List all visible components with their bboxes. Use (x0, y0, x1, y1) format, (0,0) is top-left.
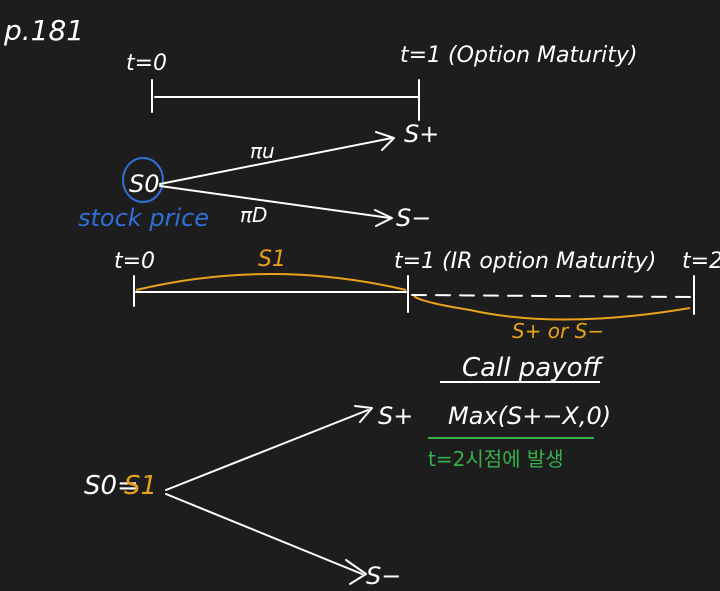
tree1-branches (159, 131, 395, 227)
stock-price-note: stock price (78, 204, 209, 232)
timeline2-t2-label: t=2 (682, 249, 720, 274)
payoff-formula: Max(S+−X,0) (448, 402, 611, 430)
call-payoff-title: Call payoff (462, 353, 605, 383)
tree2-branches (165, 405, 373, 585)
tree1-s-down-label: S− (396, 204, 431, 232)
timeline2-s1-label: S1 (258, 247, 286, 272)
tree1-s-up-label: S+ (404, 120, 439, 148)
timeline1-t1-label: t=1 (Option Maturity) (400, 43, 637, 68)
timeline2-t0-label: t=0 (114, 249, 155, 274)
timeline2-axis (133, 275, 695, 315)
period1-arc (135, 273, 407, 291)
s0-circle (122, 157, 164, 203)
tree2-s-down-label: S− (366, 562, 401, 590)
s-or-label: S+ or S− (512, 319, 604, 343)
pi-down-label: πD (240, 203, 267, 227)
period2-arc (413, 295, 691, 321)
timeline1-axis (151, 79, 420, 121)
tree1-s0-label: S0 (129, 170, 160, 198)
payoff-timing-note: t=2시점에 발생 (428, 447, 564, 471)
page-reference: p.181 (3, 14, 84, 47)
pi-up-label: πu (250, 139, 275, 163)
tree2-s1-label: S1 (124, 471, 157, 501)
tree2-s0-label: S0= (84, 471, 139, 501)
timeline2-t1-label: t=1 (IR option Maturity) (394, 249, 656, 274)
tree2-s-up-label: S+ (378, 402, 413, 430)
timeline1-t0-label: t=0 (126, 51, 167, 76)
